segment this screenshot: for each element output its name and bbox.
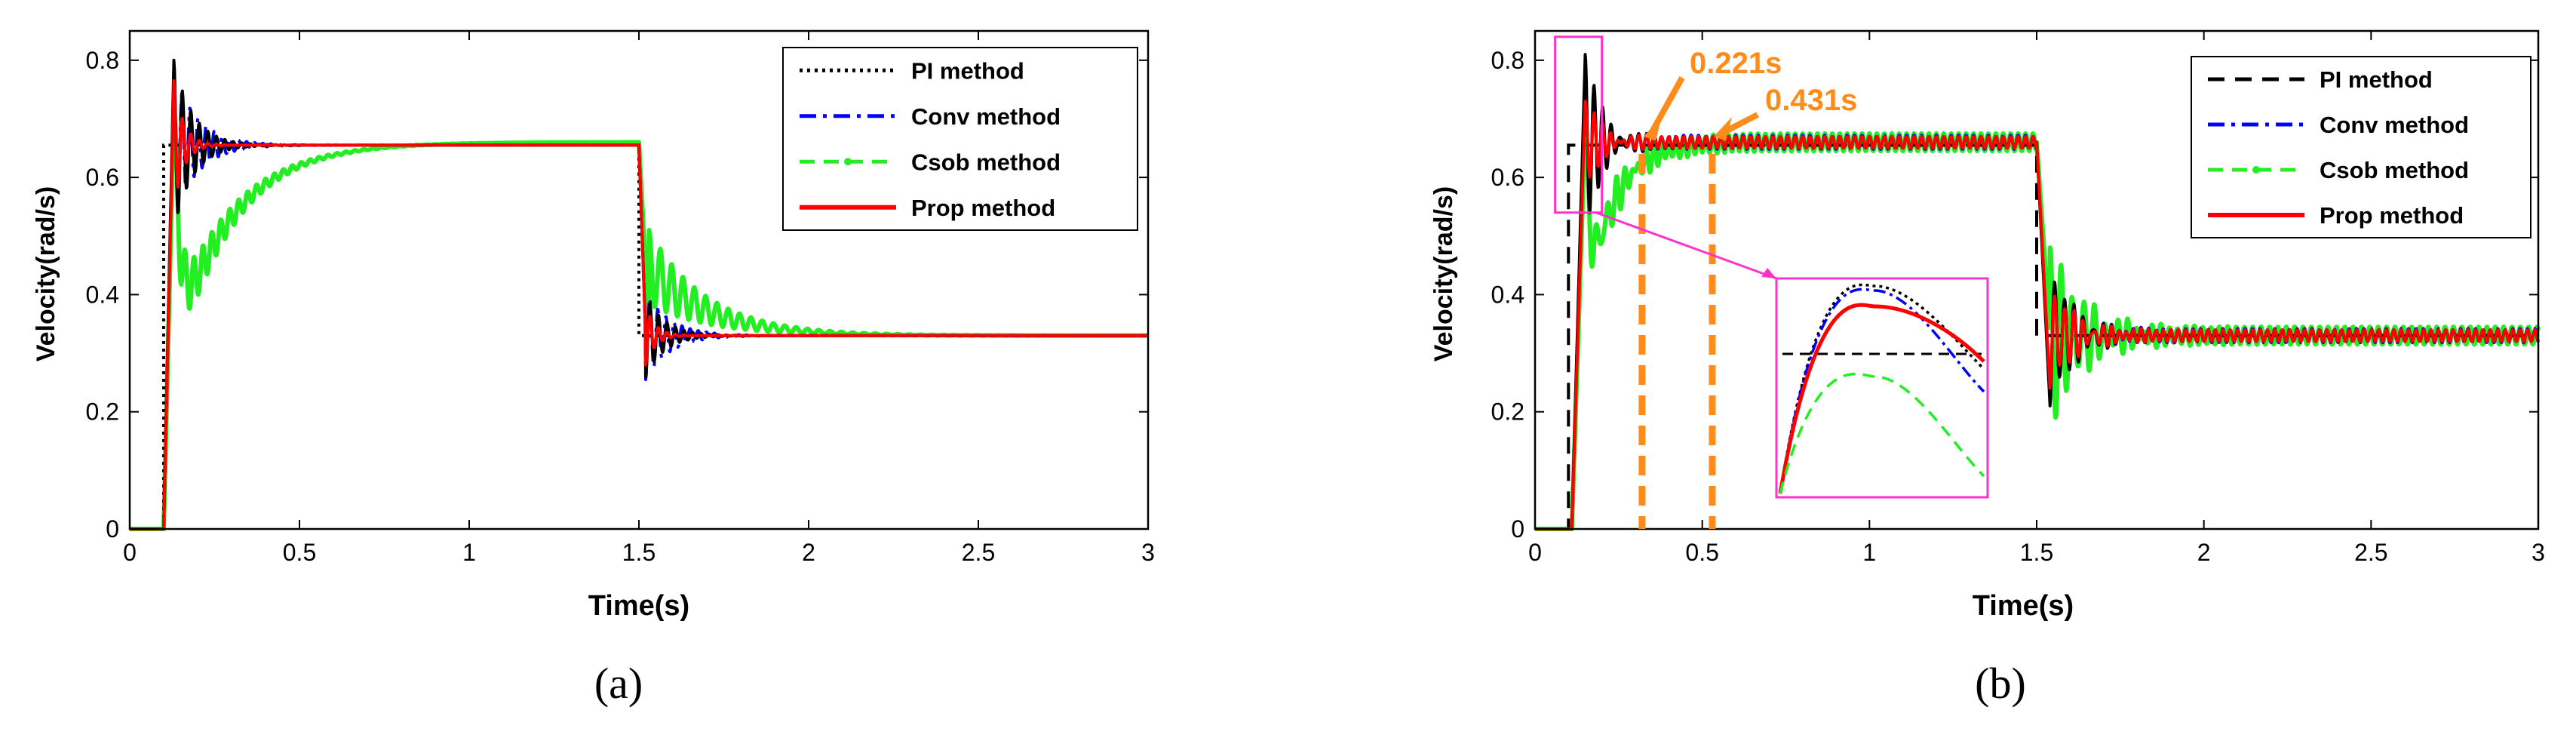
y-axis-label-b: Velocity(rad/s) [1429,186,1458,361]
zoom-source-box [1554,35,1604,214]
zoom-curve-prop [1778,303,1985,494]
legend-label-prop: Prop method [911,195,1055,221]
annotation-label: 0.221s [1690,47,1782,80]
caption-b: (b) [1975,659,2026,708]
zoom-curve-pi [1779,283,1985,494]
x-tick-label: 0 [1528,539,1542,566]
axes-a: 0 0.5 1 1.5 2 2.5 3 0 0.2 0.4 0.6 0.8 [86,29,1155,566]
y-tick-label: 0.8 [86,47,119,74]
annotation-label: 0.431s [1765,84,1857,117]
x-tick-label: 2 [2197,539,2211,566]
legend-marker-csob [844,158,852,166]
legend-marker-csob [2252,166,2260,174]
zoom-curve-csob [1779,372,1985,494]
x-axis-label-b: Time(s) [1973,590,2074,622]
annotation-arrowhead [1643,117,1662,141]
y-axis-label-a: Velocity(rad/s) [32,186,60,361]
legend-a: PI method Conv method Csob method Prop meth… [782,47,1138,231]
chart-panel-b: 0 0.5 1 1.5 2 2.5 3 0 0.2 0.4 0.6 0.8 Velocity(rad/… [1429,29,2545,708]
legend-box [782,47,1138,231]
legend-label-pi: PI method [2320,66,2433,93]
zoom-connector [1595,211,1777,280]
x-tick-label: 0.5 [1685,539,1718,566]
y-tick-label: 0 [1511,515,1524,543]
zoom-curve-conv [1779,288,1985,494]
x-tick-label: 0.5 [283,539,316,566]
y-tick-label: 0.6 [86,164,119,191]
axes-b: 0 0.5 1 1.5 2 2.5 3 0 0.2 0.4 0.6 0.8 [1491,29,2545,566]
y-tick-label: 0.2 [86,398,119,426]
legend-label-csob: Csob method [2320,157,2469,183]
y-tick-label: 0.6 [1491,164,1524,191]
x-tick-label: 0 [123,539,137,566]
x-tick-label: 1.5 [622,539,656,566]
legend-b: PI method Conv method Csob method Prop meth… [2191,56,2531,238]
legend-label-conv: Conv method [2320,112,2469,138]
x-tick-label: 3 [2531,539,2545,566]
y-tick-label: 0.2 [1491,398,1524,426]
legend-label-pi: PI method [911,57,1024,84]
x-tick-label: 2.5 [962,539,995,566]
x-tick-label: 1 [462,539,476,566]
x-tick-label: 3 [1141,539,1155,566]
x-tick-label: 2 [802,539,815,566]
legend-box [2191,56,2531,238]
annotations-b: 0.221s 0.431s [1638,47,1857,529]
legend-label-csob: Csob method [911,149,1061,175]
y-tick-label: 0.8 [1491,47,1524,74]
zoom-inset-b [1554,35,1989,499]
zoom-inset-box [1775,277,1989,499]
y-tick-label: 0.4 [86,281,119,308]
legend-label-conv: Conv method [911,103,1061,130]
chart-panel-a: 0 0.5 1 1.5 2 2.5 3 0 0.2 0.4 0.6 0.8 Velocity(rad/… [32,29,1155,708]
y-tick-label: 0 [106,515,119,543]
annotation-arrowhead [1713,117,1732,141]
x-tick-label: 1.5 [2020,539,2053,566]
zoom-connector-arrowhead [1761,268,1776,278]
series-line-prop [128,79,1150,530]
caption-a: (a) [594,659,643,708]
x-axis-label-a: Time(s) [588,590,689,622]
legend-label-prop: Prop method [2320,202,2464,229]
x-tick-label: 1 [1862,539,1876,566]
y-tick-label: 0.4 [1491,281,1524,308]
x-tick-label: 2.5 [2354,539,2387,566]
series-line-prop [1534,100,2540,530]
